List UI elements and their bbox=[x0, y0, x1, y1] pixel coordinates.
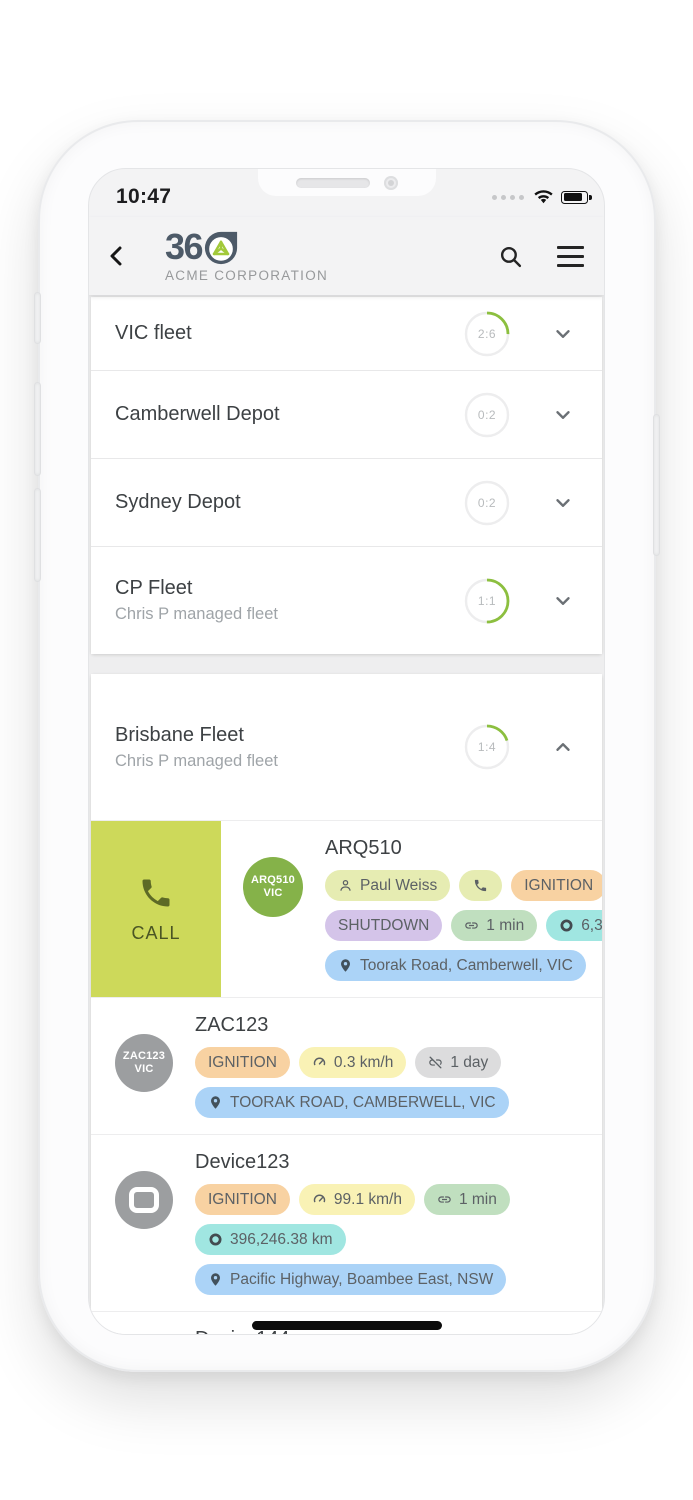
search-button[interactable] bbox=[498, 244, 523, 269]
fleet-row-vic-fleet[interactable]: VIC fleet 2:6 bbox=[91, 297, 602, 370]
fleet-progress-ring: 0:2 bbox=[464, 480, 510, 526]
speedometer-icon bbox=[313, 1194, 326, 1203]
location-badge: TOORAK ROAD, CAMBERWELL, VIC bbox=[195, 1087, 509, 1118]
status-bar: 10:47 bbox=[89, 169, 604, 217]
fleet-row-brisbane-fleet[interactable]: Brisbane Fleet Chris P managed fleet 1:4 bbox=[91, 674, 602, 820]
fleet-count: 0:2 bbox=[477, 495, 497, 510]
location-pin-icon bbox=[341, 959, 350, 972]
fleet-progress-ring: 2:6 bbox=[464, 311, 510, 357]
volume-up-button[interactable] bbox=[34, 382, 41, 476]
fleet-name: CP Fleet bbox=[115, 577, 193, 599]
phone-screen: 10:47 36 bbox=[88, 168, 605, 1335]
clock: 10:47 bbox=[116, 185, 172, 208]
volume-down-button[interactable] bbox=[34, 488, 41, 582]
fleet-subtitle: Chris P managed fleet bbox=[115, 605, 278, 623]
wifi-icon bbox=[534, 190, 553, 204]
odometer-badge: 6,369.11 bbox=[546, 910, 602, 941]
location-badge: Toorak Road, Camberwell, VIC bbox=[325, 950, 586, 981]
fleet-row-camberwell-depot[interactable]: Camberwell Depot 0:2 bbox=[91, 370, 602, 458]
vehicle-avatar[interactable]: ARQ510 VIC bbox=[243, 857, 303, 917]
chevron-up-icon[interactable] bbox=[552, 736, 574, 758]
front-camera bbox=[383, 175, 398, 190]
fleet-name: Camberwell Depot bbox=[115, 403, 280, 425]
call-badge[interactable] bbox=[459, 870, 503, 901]
fleet-progress-ring: 1:4 bbox=[464, 724, 510, 770]
fleet-group-card: VIC fleet 2:6 Camberwell Depot bbox=[91, 297, 602, 654]
logo-emblem-icon bbox=[204, 231, 238, 264]
person-icon bbox=[340, 880, 351, 891]
chevron-down-icon[interactable] bbox=[552, 323, 574, 345]
chevron-down-icon[interactable] bbox=[552, 404, 574, 426]
app-logo: 36 ACME CORPORATION bbox=[165, 225, 329, 283]
fleet-count: 1:1 bbox=[477, 593, 497, 608]
vehicle-row-zac123[interactable]: ZAC123 VIC ZAC123 IGNITION bbox=[91, 997, 602, 1134]
link-icon bbox=[438, 1196, 451, 1203]
vehicle-title: ZAC123 bbox=[195, 1014, 269, 1036]
power-button[interactable] bbox=[653, 414, 660, 556]
shutdown-badge: SHUTDOWN bbox=[325, 910, 443, 941]
signal-dots-icon bbox=[492, 194, 524, 200]
fleet-row-sydney-depot[interactable]: Sydney Depot 0:2 bbox=[91, 458, 602, 546]
company-name: ACME CORPORATION bbox=[165, 267, 329, 283]
mute-switch[interactable] bbox=[34, 292, 41, 344]
fleet-name: VIC fleet bbox=[115, 322, 192, 344]
device-avatar[interactable] bbox=[115, 1171, 173, 1229]
fleet-progress-ring: 0:2 bbox=[464, 392, 510, 438]
link-off-icon bbox=[428, 1056, 443, 1069]
ignition-badge: IGNITION bbox=[511, 870, 602, 901]
device-icon bbox=[129, 1187, 159, 1213]
fleet-list: VIC fleet 2:6 Camberwell Depot bbox=[89, 295, 604, 1334]
fleet-name: Sydney Depot bbox=[115, 491, 241, 513]
vehicle-title: ARQ510 bbox=[325, 837, 402, 859]
home-indicator[interactable] bbox=[251, 1321, 442, 1330]
location-badge: Pacific Highway, Boambee East, NSW bbox=[195, 1264, 507, 1295]
vehicle-row-device123[interactable]: Device123 IGNITION 99.1 km/h bbox=[91, 1134, 602, 1311]
phone-icon bbox=[142, 879, 170, 906]
phone-mockup: 10:47 36 bbox=[34, 120, 660, 1372]
menu-button[interactable] bbox=[557, 245, 584, 267]
speaker-grille bbox=[295, 177, 370, 188]
app-header: 36 ACME CORPORATION bbox=[89, 217, 604, 295]
speed-badge: 99.1 km/h bbox=[298, 1184, 415, 1215]
call-action-button[interactable]: CALL bbox=[91, 821, 221, 997]
odometer-icon bbox=[209, 1233, 222, 1246]
chevron-down-icon[interactable] bbox=[552, 492, 574, 514]
back-button[interactable] bbox=[105, 244, 129, 268]
driver-badge: Paul Weiss bbox=[325, 870, 451, 901]
last-connected-badge: 1 min bbox=[451, 910, 538, 941]
brisbane-fleet-card: Brisbane Fleet Chris P managed fleet 1:4 bbox=[91, 674, 602, 1334]
fleet-row-cp-fleet[interactable]: CP Fleet Chris P managed fleet 1:1 bbox=[91, 546, 602, 654]
fleet-count: 1:4 bbox=[477, 740, 497, 754]
phone-icon bbox=[475, 879, 487, 892]
vehicle-avatar[interactable]: ZAC123 VIC bbox=[115, 1034, 173, 1092]
last-connected-badge: 1 day bbox=[415, 1047, 502, 1078]
speedometer-icon bbox=[313, 1057, 326, 1066]
fleet-name: Brisbane Fleet bbox=[115, 723, 244, 746]
vehicle-row-arq510[interactable]: CALL ARQ510 VIC ARQ510 Paul bbox=[91, 820, 602, 997]
location-pin-icon bbox=[211, 1096, 220, 1109]
fleet-progress-ring: 1:1 bbox=[464, 578, 510, 624]
phone-notch bbox=[257, 169, 436, 196]
vehicle-title: Device144 bbox=[195, 1326, 454, 1334]
brand-text: 36 bbox=[165, 225, 204, 267]
ignition-badge: IGNITION bbox=[195, 1184, 290, 1215]
odometer-icon bbox=[560, 919, 573, 932]
last-connected-badge: 1 min bbox=[423, 1184, 510, 1215]
link-icon bbox=[465, 922, 479, 929]
fleet-subtitle: Chris P managed fleet bbox=[115, 751, 278, 770]
speed-badge: 0.3 km/h bbox=[298, 1047, 407, 1078]
call-action-label: CALL bbox=[131, 922, 181, 943]
battery-icon bbox=[561, 190, 592, 204]
odometer-badge: 396,246.38 km bbox=[195, 1224, 346, 1255]
location-pin-icon bbox=[211, 1273, 220, 1286]
fleet-count: 0:2 bbox=[477, 407, 497, 422]
vehicle-title: Device123 bbox=[195, 1151, 290, 1173]
ignition-badge: IGNITION bbox=[195, 1047, 290, 1078]
chevron-down-icon[interactable] bbox=[552, 590, 574, 612]
fleet-count: 2:6 bbox=[477, 326, 497, 341]
